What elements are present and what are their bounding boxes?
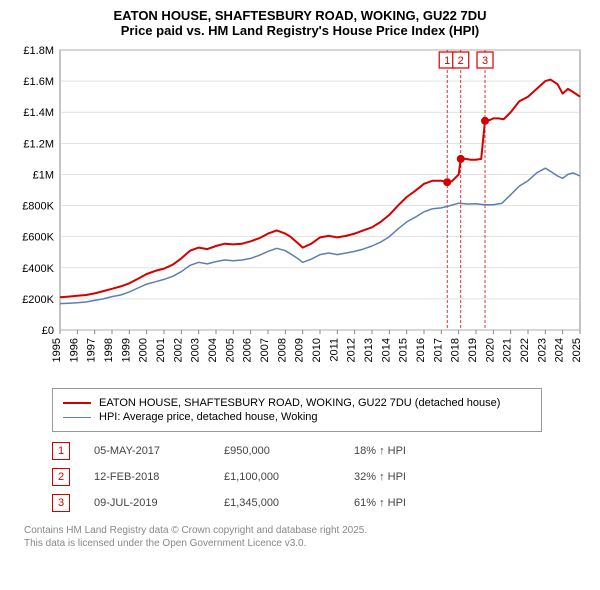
chart-svg: £0 £200K £400K £600K £800K £1M £1.2M £1.4M £1.6M… [12,44,588,384]
legend-row: EATON HOUSE, SHAFTESBURY ROAD, WOKING, G… [63,397,531,409]
svg-text:2: 2 [458,55,464,67]
title-sub: Price paid vs. HM Land Registry's House … [12,23,588,38]
svg-text:£600K: £600K [22,232,54,244]
markers-table: 1 05-MAY-2017£950,00018% ↑ HPI 2 12-FEB-201… [52,442,588,512]
svg-text:£1.4M: £1.4M [23,107,54,119]
svg-text:1997: 1997 [86,338,98,362]
svg-text:£1.2M: £1.2M [23,138,54,150]
svg-text:£400K: £400K [22,263,54,275]
svg-text:2011: 2011 [328,338,340,362]
svg-text:£1.8M: £1.8M [23,45,54,57]
legend-swatch [63,402,91,404]
marker-date: 12-FEB-2018 [94,471,224,483]
marker-price: £1,345,000 [224,497,354,509]
svg-text:2023: 2023 [536,338,548,362]
svg-text:2018: 2018 [450,338,462,362]
legend-box: EATON HOUSE, SHAFTESBURY ROAD, WOKING, G… [52,388,542,432]
title-main: EATON HOUSE, SHAFTESBURY ROAD, WOKING, G… [12,8,588,23]
marker-date: 09-JUL-2019 [94,497,224,509]
footer-line1: Contains HM Land Registry data © Crown c… [24,524,588,537]
svg-text:2025: 2025 [571,338,583,362]
svg-text:£1M: £1M [33,169,54,181]
svg-text:2003: 2003 [190,338,202,362]
svg-text:2009: 2009 [294,338,306,362]
legend-label: HPI: Average price, detached house, Woki… [99,411,318,423]
svg-text:2024: 2024 [554,338,566,362]
title-block: EATON HOUSE, SHAFTESBURY ROAD, WOKING, G… [12,8,588,38]
footer: Contains HM Land Registry data © Crown c… [24,524,588,550]
svg-text:2010: 2010 [311,338,323,362]
svg-text:2019: 2019 [467,338,479,362]
marker-price: £1,100,000 [224,471,354,483]
svg-text:£200K: £200K [22,294,54,306]
svg-text:£800K: £800K [22,201,54,213]
legend-swatch [63,417,91,418]
svg-text:1: 1 [444,55,450,67]
svg-text:2020: 2020 [484,338,496,362]
svg-text:2001: 2001 [155,338,167,362]
legend-label: EATON HOUSE, SHAFTESBURY ROAD, WOKING, G… [99,397,500,409]
svg-text:1996: 1996 [68,338,80,362]
svg-text:1999: 1999 [120,338,132,362]
svg-text:2016: 2016 [415,338,427,362]
svg-text:2007: 2007 [259,338,271,362]
marker-badge: 2 [52,468,70,486]
marker-price: £950,000 [224,445,354,457]
svg-text:2013: 2013 [363,338,375,362]
chart-area: £0 £200K £400K £600K £800K £1M £1.2M £1.4M £1.6M… [12,44,588,384]
marker-delta: 61% ↑ HPI [354,497,474,509]
svg-text:2017: 2017 [432,338,444,362]
legend-row: HPI: Average price, detached house, Woki… [63,411,531,423]
svg-text:£1.6M: £1.6M [23,76,54,88]
svg-text:£0: £0 [42,325,54,337]
marker-date: 05-MAY-2017 [94,445,224,457]
svg-text:2005: 2005 [224,338,236,362]
marker-badge: 1 [52,442,70,460]
svg-text:2014: 2014 [380,338,392,362]
svg-text:2006: 2006 [242,338,254,362]
svg-text:1995: 1995 [51,338,63,362]
svg-text:2021: 2021 [502,338,514,362]
svg-text:2004: 2004 [207,338,219,362]
marker-delta: 18% ↑ HPI [354,445,474,457]
marker-badge: 3 [52,494,70,512]
svg-text:2000: 2000 [138,338,150,362]
svg-text:2002: 2002 [172,338,184,362]
svg-text:2022: 2022 [519,338,531,362]
svg-text:1998: 1998 [103,338,115,362]
marker-delta: 32% ↑ HPI [354,471,474,483]
marker-row: 1 05-MAY-2017£950,00018% ↑ HPI [52,442,588,460]
svg-text:2008: 2008 [276,338,288,362]
svg-text:2012: 2012 [346,338,358,362]
marker-row: 2 12-FEB-2018£1,100,00032% ↑ HPI [52,468,588,486]
chart-container: EATON HOUSE, SHAFTESBURY ROAD, WOKING, G… [0,0,600,590]
svg-text:2015: 2015 [398,338,410,362]
marker-row: 3 09-JUL-2019£1,345,00061% ↑ HPI [52,494,588,512]
footer-line2: This data is licensed under the Open Gov… [24,537,588,550]
svg-text:3: 3 [482,55,488,67]
